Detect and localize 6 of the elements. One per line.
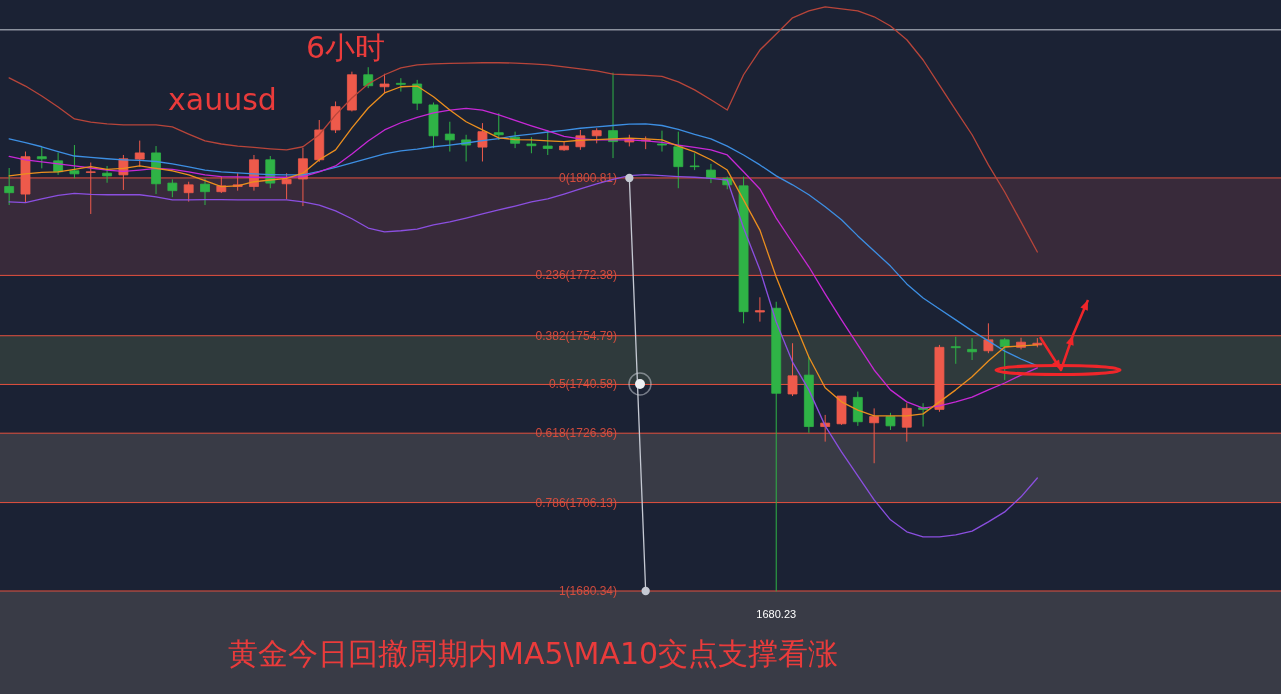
- ref-line-label: 0(1800.81): [558, 170, 617, 185]
- annotation: 6小时: [306, 30, 386, 65]
- annotation: 1680.23: [756, 608, 797, 621]
- annotation: xauusd: [168, 82, 277, 117]
- ref-line-label: 1(1680.34): [558, 584, 617, 598]
- annotation: 黄金今日回撤周期内MA5\MA10交点支撑看涨: [228, 636, 839, 671]
